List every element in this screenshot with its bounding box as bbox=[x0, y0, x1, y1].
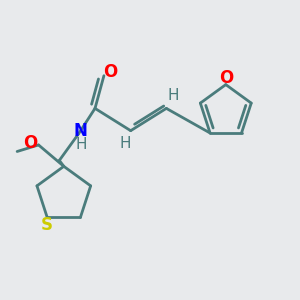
Text: H: H bbox=[75, 137, 87, 152]
Text: O: O bbox=[219, 69, 233, 87]
Text: N: N bbox=[73, 122, 87, 140]
Text: H: H bbox=[120, 136, 131, 151]
Text: S: S bbox=[40, 216, 52, 234]
Text: O: O bbox=[23, 134, 37, 152]
Text: H: H bbox=[167, 88, 178, 104]
Text: O: O bbox=[103, 63, 117, 81]
